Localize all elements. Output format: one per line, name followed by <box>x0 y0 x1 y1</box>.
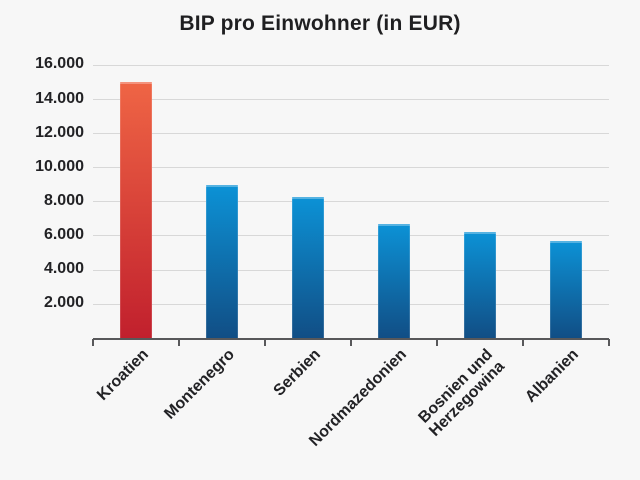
bar <box>205 184 238 339</box>
grid-line <box>92 201 609 203</box>
grid-line <box>92 269 609 271</box>
grid-line <box>92 64 609 66</box>
chart-title: BIP pro Einwohner (in EUR) <box>179 12 461 35</box>
x-axis-tick <box>608 338 610 346</box>
grid-line <box>92 167 609 169</box>
bar <box>291 196 324 339</box>
x-axis-tick <box>177 338 180 346</box>
y-tick-label: 16.000 <box>35 55 84 73</box>
grid-line <box>92 235 609 237</box>
x-axis-tick <box>263 338 266 346</box>
y-tick-label: 4.000 <box>43 260 84 277</box>
bar <box>377 223 410 339</box>
grid-line <box>92 133 609 135</box>
x-tick-label: Bosnien und Herzegowina <box>415 346 508 440</box>
y-tick-label: 6.000 <box>43 225 84 243</box>
grid-line <box>92 303 609 305</box>
y-tick-label: 2.000 <box>43 294 84 312</box>
x-axis-tick <box>521 338 524 346</box>
x-axis-tick <box>349 338 352 346</box>
y-tick-label: 12.000 <box>35 123 84 141</box>
x-axis-tick <box>435 338 438 346</box>
bar <box>549 241 582 339</box>
y-tick-label: 10.000 <box>35 157 84 175</box>
bar <box>463 232 496 339</box>
grid-line <box>92 99 609 100</box>
bar-highlighted <box>119 82 152 339</box>
y-tick-label: 14.000 <box>35 89 84 107</box>
x-axis-tick <box>91 338 94 346</box>
y-tick-label: 8.000 <box>43 191 84 209</box>
